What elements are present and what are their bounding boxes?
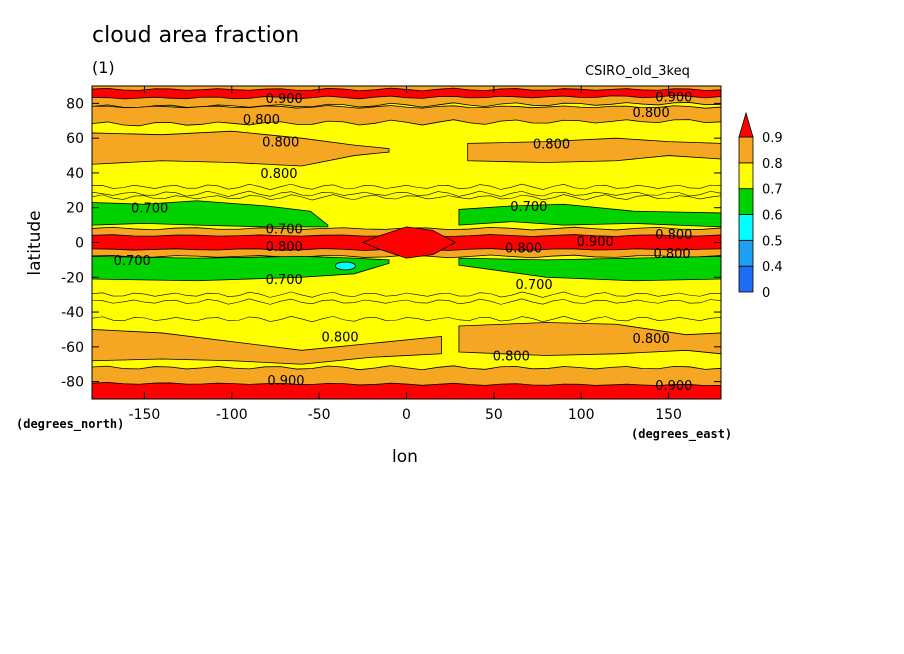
band-south-green-east [458,256,721,282]
x-tick-label: -100 [216,407,248,423]
contour-label: 0.700 [266,223,303,238]
colorbar-label: 0.4 [762,260,783,275]
contour-label: 0.800 [321,330,358,345]
cyan-patch [334,261,356,271]
contour-label: 0.700 [510,200,547,215]
chart-title: cloud area fraction [92,23,300,48]
contour-label: 0.800 [655,228,692,243]
y-tick-label: -40 [61,305,84,321]
y-units-label: (degrees_north) [16,417,125,431]
y-tick-label: 60 [66,131,84,147]
contour-label: 0.800 [262,136,299,151]
band-north-green-west [92,200,329,228]
contour-label: 0.800 [493,350,530,365]
contour-label: 0.800 [633,106,670,121]
y-tick-label: -20 [61,270,84,286]
colorbar-label: 0 [762,286,770,301]
colorbar-segment [738,162,754,190]
colorbar-label: 0.5 [762,234,783,249]
x-tick-label: 0 [402,407,411,423]
band-north-orange-east [467,137,721,163]
colorbar-segment [738,239,754,267]
y-tick-label: -80 [61,375,84,391]
contour-label: 0.800 [243,113,280,128]
contour-line [92,194,721,201]
contour-label: 0.700 [131,202,168,217]
y-tick-label: 80 [66,96,84,112]
y-tick-label: -60 [61,340,84,356]
band-north-red [92,87,721,100]
colorbar-segment [738,214,754,241]
x-tick-label: -50 [308,407,331,423]
contour-label: 0.900 [655,90,692,105]
x-tick-label: -150 [129,407,161,423]
contour-label: 0.800 [653,247,690,262]
contour-line [92,298,721,305]
band-eq-red-bulge [361,226,457,259]
colorbar-segment [738,188,754,215]
contour-label: 0.800 [260,167,297,182]
x-units-label: (degrees_east) [631,427,733,441]
x-tick-label: 100 [568,407,595,423]
band-north-orange-2 [92,105,721,127]
x-tick-label: 50 [485,407,503,423]
model-label: CSIRO_old_3keq [585,64,690,79]
panel-label: (1) [92,58,115,77]
band-south-green-west [92,256,390,282]
x-axis-label: lon [392,447,418,467]
band-south-red [92,382,721,399]
band-north-orange-west [92,130,390,167]
y-axis-label: latitude [25,210,45,276]
contour-line [92,190,721,197]
colorbar-label: 0.7 [762,183,783,198]
contour-label: 0.700 [266,273,303,288]
y-tick-label: 20 [66,201,84,217]
contour-label: 0.800 [505,242,542,257]
band-south-orange-east [458,322,721,356]
contour-label: 0.800 [266,240,303,255]
band-south-orange-west [92,329,442,365]
contour-line [92,315,721,323]
colorbar-label: 0.9 [762,131,783,146]
contour-label: 0.800 [633,332,670,347]
contour-label: 0.900 [655,379,692,394]
contour-label: 0.700 [114,254,151,269]
band-north-green-east [458,203,721,228]
contour-label: 0.900 [266,92,303,107]
colorbar-label: 0.8 [762,157,783,172]
contour-label: 0.900 [577,235,614,250]
colorbar-segment [738,136,754,164]
colorbar-label: 0.6 [762,209,783,224]
y-tick-label: 0 [75,236,84,252]
contour-line [92,183,721,190]
contour-label: 0.900 [267,374,304,389]
contour-line [92,291,721,298]
contour-label: 0.700 [515,278,552,293]
x-tick-label: 150 [655,407,682,423]
y-tick-label: 40 [66,166,84,182]
colorbar-segment [738,265,754,293]
colorbar-extend-arrow [738,111,754,138]
contour-label: 0.800 [533,137,570,152]
